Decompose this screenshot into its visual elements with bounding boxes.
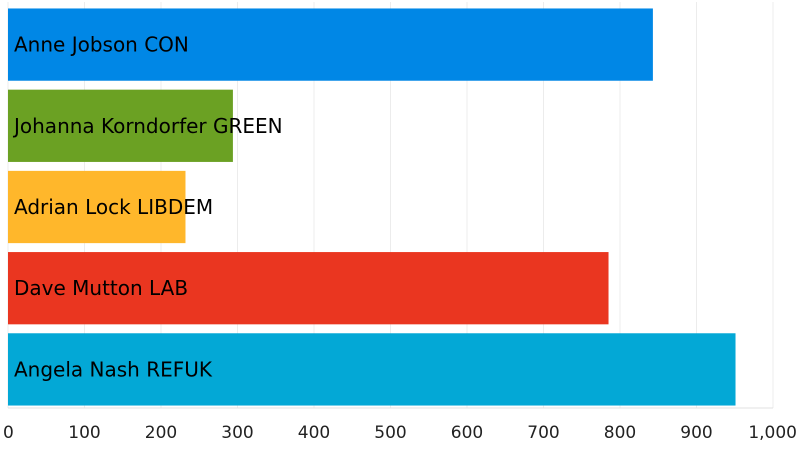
- bar: [8, 170, 186, 244]
- bar: [8, 89, 233, 162]
- bar: [8, 8, 653, 81]
- bar-category-label: Adrian Lock LIBDEM: [14, 195, 213, 219]
- x-tick-label: 500: [374, 423, 406, 443]
- x-tick-label: 1,000: [748, 423, 797, 443]
- bar-category-label: Johanna Korndorfer GREEN: [12, 114, 283, 138]
- bars: [8, 8, 736, 406]
- bar-labels: Anne Jobson CON Johanna Korndorfer GREEN A…: [12, 33, 283, 382]
- x-tick-label: 900: [680, 423, 712, 443]
- bar: [8, 252, 609, 325]
- x-tick-label: 800: [604, 423, 636, 443]
- x-tick-label: 600: [451, 423, 483, 443]
- x-tick-label: 0: [3, 423, 14, 443]
- bar-category-label: Anne Jobson CON: [14, 33, 189, 57]
- bar: [8, 333, 736, 406]
- x-tick-label: 100: [68, 423, 100, 443]
- x-tick-label: 300: [221, 423, 253, 443]
- bar-category-label: Angela Nash REFUK: [14, 357, 213, 381]
- x-tick-label: 200: [145, 423, 177, 443]
- x-axis-ticks: 0 100 200 300 400 500 600 700 800 900 1,000: [3, 407, 797, 443]
- bar-category-label: Dave Mutton LAB: [14, 276, 188, 300]
- x-tick-label: 700: [527, 423, 559, 443]
- x-tick-label: 400: [298, 423, 330, 443]
